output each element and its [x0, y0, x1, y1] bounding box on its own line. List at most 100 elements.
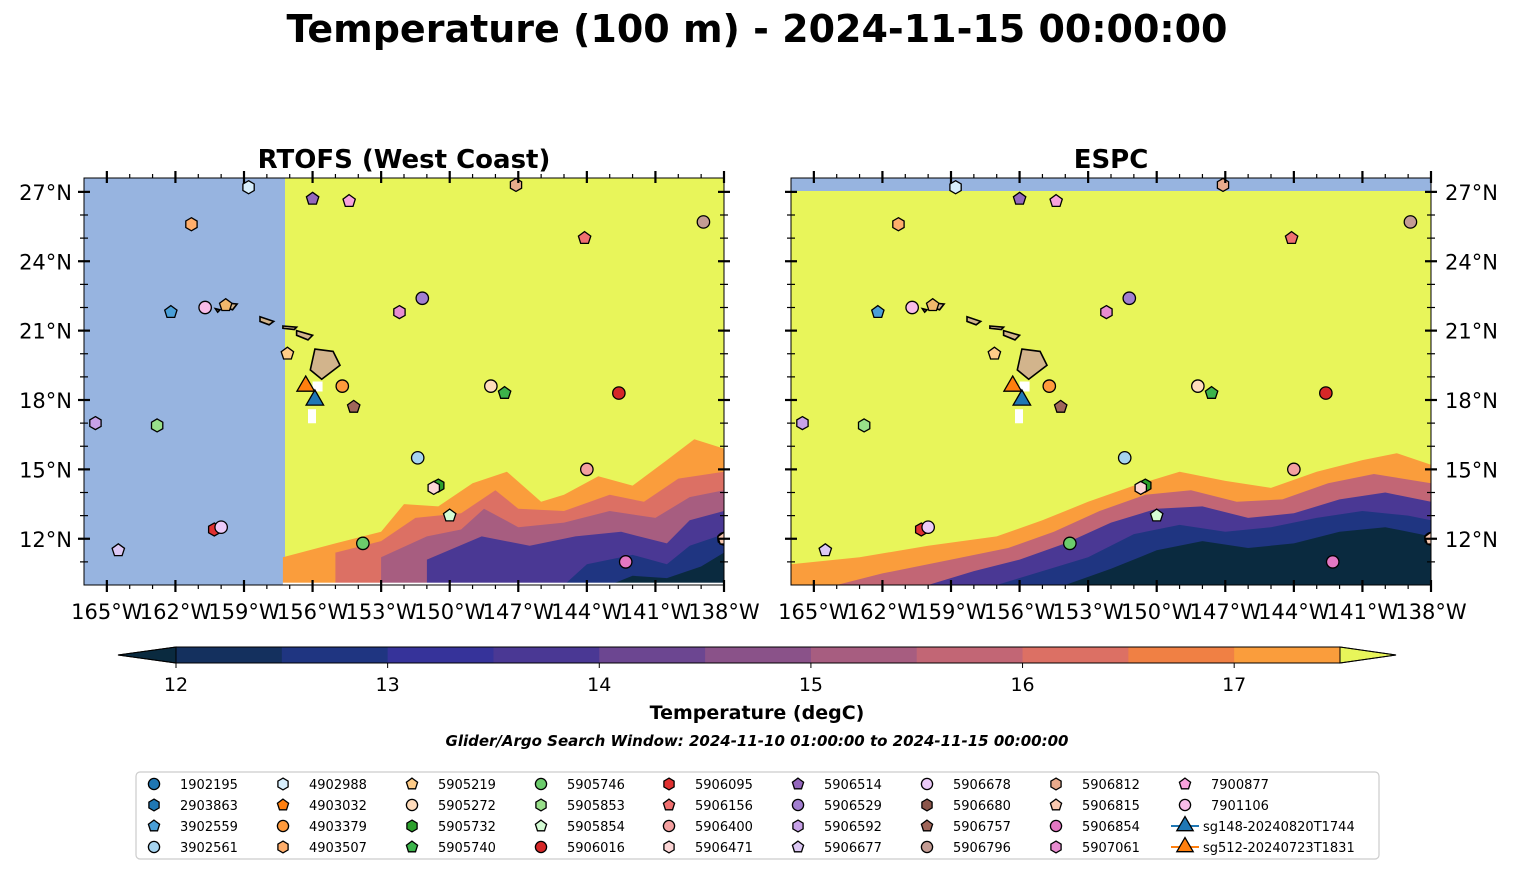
colorbar-extend-max	[1339, 646, 1397, 664]
legend-marker-5906400	[662, 819, 676, 833]
legend-label: 5905746	[567, 778, 625, 793]
legend-marker-5906678	[920, 777, 934, 791]
legend-marker-5906016	[534, 840, 548, 854]
legend-marker-5905740	[405, 840, 419, 853]
lon-tick-label: 141°W	[1327, 600, 1399, 624]
float-5905853	[857, 418, 871, 433]
legend-marker-4902988	[277, 777, 289, 791]
nodata-region	[84, 178, 285, 585]
legend-marker-5905746	[534, 777, 548, 791]
land-hawaii	[213, 302, 342, 424]
legend-marker-5906095	[663, 777, 675, 791]
legend-label: 5906757	[953, 820, 1011, 835]
float-5906514	[305, 191, 320, 205]
colorbar-tick-label: 13	[376, 674, 400, 696]
colorbar: 12 13 14 15 16 17	[117, 646, 1397, 696]
colorbar-extend-min	[117, 646, 177, 664]
colorbar-tick-label: 12	[164, 674, 188, 696]
legend-marker-5906156	[662, 798, 676, 811]
float-4902988	[242, 179, 255, 195]
lon-tick-label: 138°W	[1395, 600, 1467, 624]
legend-marker-5906796	[920, 840, 934, 854]
float-5906514	[1012, 191, 1027, 205]
float-3902561	[410, 450, 425, 465]
lat-tick-label: 15°N	[19, 458, 72, 482]
float-7900877	[342, 193, 357, 208]
legend-label: 5906400	[695, 820, 753, 835]
float-5906677	[111, 542, 126, 557]
float-5906529	[415, 291, 430, 306]
legend-marker-5906815	[1049, 798, 1063, 811]
colorbar-tick-label: 16	[1010, 674, 1034, 696]
float-5905746	[1063, 536, 1077, 551]
float-5906592	[796, 415, 809, 431]
float-5906678	[921, 520, 935, 535]
legend-label: 5905853	[567, 799, 625, 814]
lon-tick-label: 159°W	[208, 600, 280, 624]
colorbar-swatch	[1128, 647, 1235, 663]
legend-marker-3902561	[147, 840, 161, 854]
legend-marker-5906680	[921, 798, 933, 812]
legend-label: 5905272	[438, 799, 496, 814]
legend-marker-7901106	[1178, 798, 1192, 812]
legend-label: 5907061	[1082, 841, 1140, 856]
lat-tick-label: 18°N	[19, 389, 72, 413]
float-5906529	[1122, 291, 1137, 306]
float-5906757	[1053, 399, 1068, 413]
lon-tick-label: 162°W	[140, 600, 212, 624]
lat-tick-label: 12°N	[1445, 528, 1498, 552]
legend-marker-5905853	[535, 798, 547, 812]
legend-marker-5906677	[791, 840, 805, 853]
float-3902561	[1117, 450, 1132, 465]
temperature-contours	[791, 453, 1431, 585]
float-5905219	[925, 297, 940, 312]
float-5905272	[484, 379, 498, 393]
float-5906812	[509, 178, 523, 193]
float-5906796	[1403, 215, 1418, 229]
legend-marker-5906514	[791, 777, 805, 790]
nodata-gap	[312, 381, 323, 392]
map-ticks: 27°N24°N21°N18°N15°N12°N165°W162°W159°W1…	[19, 171, 760, 624]
float-4903379	[335, 379, 350, 393]
float-5905740	[497, 385, 512, 399]
legend-marker-1902195	[147, 777, 161, 791]
colorbar-tick-label: 14	[587, 674, 611, 696]
legend-label: 5906677	[824, 841, 882, 856]
float-5906812	[1216, 178, 1230, 193]
legend-label: 4902988	[309, 778, 367, 793]
colorbar-swatch	[1234, 647, 1341, 663]
legend-label: 5906854	[1082, 820, 1140, 835]
island	[295, 329, 315, 341]
legend-label: 5906678	[953, 778, 1011, 793]
float-sg512-20240723T1831	[295, 374, 316, 392]
colorbar-swatch	[810, 647, 918, 663]
contour-band	[564, 534, 724, 585]
float-5906400	[1287, 462, 1301, 477]
lon-tick-label: 147°W	[1190, 600, 1262, 624]
island	[989, 325, 1006, 331]
float-3902559	[163, 304, 178, 319]
float-5905272	[1191, 379, 1205, 393]
legend-label: 5905219	[438, 778, 496, 793]
legend-marker-sg148-20240820T1744	[1175, 815, 1195, 832]
lon-tick-label: 153°W	[1052, 600, 1124, 624]
colorbar-swatch	[916, 647, 1024, 663]
colorbar-tick-label: 15	[799, 674, 823, 696]
float-5906796	[696, 215, 711, 229]
lon-tick-label: 153°W	[345, 600, 417, 624]
float-5906592	[89, 415, 102, 431]
float-markers	[89, 178, 724, 569]
float-5906156	[577, 230, 592, 245]
float-5906678	[214, 520, 228, 535]
lon-tick-label: 156°W	[984, 600, 1056, 624]
colorbar-swatch	[599, 647, 706, 663]
float-sg512-20240723T1831	[1002, 374, 1023, 392]
float-5905746	[356, 536, 370, 551]
legend-label: 5906812	[1082, 778, 1140, 793]
lat-tick-label: 21°N	[19, 320, 72, 344]
legend-label: 5905740	[438, 841, 496, 856]
float-5905854	[442, 508, 457, 522]
legend-label: 5905732	[438, 820, 496, 835]
panel-title-rtofs: RTOFS (West Coast)	[258, 145, 551, 175]
lat-tick-label: 15°N	[1445, 458, 1498, 482]
